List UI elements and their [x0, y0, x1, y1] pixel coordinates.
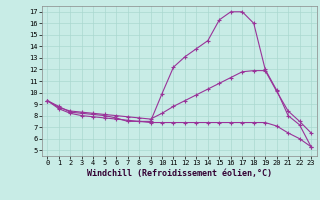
X-axis label: Windchill (Refroidissement éolien,°C): Windchill (Refroidissement éolien,°C) — [87, 169, 272, 178]
